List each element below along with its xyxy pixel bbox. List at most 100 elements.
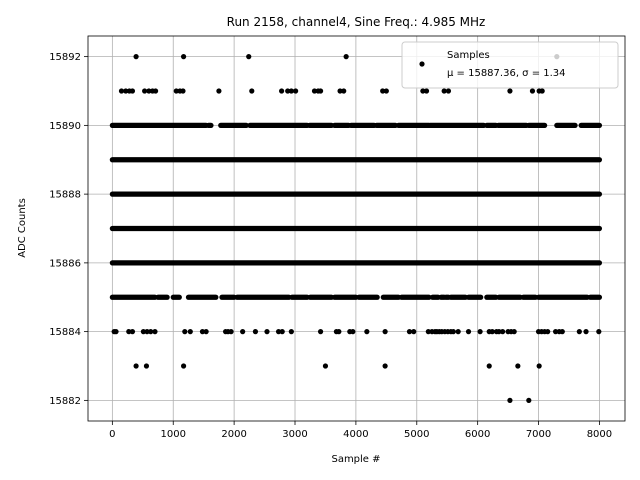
sample-point: [173, 88, 179, 94]
x-axis-label: Sample #: [331, 454, 380, 465]
chart-title: Run 2158, channel4, Sine Freq.: 4.985 MH…: [227, 15, 486, 29]
sample-point: [455, 329, 461, 335]
sample-point: [529, 88, 536, 94]
sample-point: [445, 88, 452, 94]
sample-point: [275, 329, 282, 335]
sample-point: [126, 329, 132, 335]
sample-point: [322, 363, 329, 369]
sample-point: [500, 329, 506, 335]
sample-point: [317, 88, 324, 94]
sample-point: [293, 88, 299, 94]
y-tick-label: 15882: [49, 396, 81, 407]
sample-point: [152, 88, 159, 94]
sample-point: [279, 329, 285, 335]
sample-point: [337, 88, 343, 94]
sample-point: [203, 329, 209, 335]
sample-point: [450, 329, 456, 335]
y-axis-ticks: 15882 15884 15886 15888 15890 15892: [49, 52, 88, 407]
sample-point: [441, 88, 447, 94]
legend-series-stats: μ = 15887.36, σ = 1.34: [447, 68, 566, 79]
sample-point: [152, 329, 158, 335]
sample-point: [515, 363, 521, 369]
sample-point: [285, 88, 291, 94]
x-tick-label: 7000: [526, 429, 551, 440]
sample-point: [146, 88, 152, 94]
sample-point: [526, 397, 532, 403]
legend: Samples μ = 15887.36, σ = 1.34: [401, 41, 619, 89]
legend-marker: [419, 61, 425, 67]
sample-point: [559, 329, 565, 335]
sample-point: [142, 88, 148, 94]
sample-point: [118, 88, 125, 94]
legend-box: [401, 41, 619, 89]
sample-point: [536, 363, 542, 369]
x-tick-label: 8000: [587, 429, 612, 440]
sample-point: [596, 329, 602, 335]
sample-point: [336, 329, 342, 335]
sample-point: [507, 88, 513, 94]
sample-point: [264, 329, 270, 335]
sample-point: [252, 329, 259, 335]
sample-point: [129, 329, 136, 335]
sample-point: [148, 329, 154, 335]
x-axis-ticks: 0 1000 2000 3000 4000 5000 6000 7000 8000: [109, 421, 612, 440]
sample-point: [425, 329, 431, 335]
sample-point: [228, 329, 234, 335]
sample-point: [382, 329, 388, 335]
sample-point: [420, 88, 426, 94]
sample-point: [182, 329, 188, 335]
sample-point: [180, 54, 187, 60]
sample-point: [129, 88, 136, 94]
sample-point: [140, 329, 147, 335]
sample-point: [144, 329, 150, 335]
sample-point: [317, 329, 324, 335]
x-tick-label: 5000: [404, 429, 429, 440]
sample-point: [249, 88, 255, 94]
sample-point: [311, 88, 318, 94]
sample-point: [465, 329, 472, 335]
sample-point: [288, 88, 294, 94]
sample-point: [382, 363, 388, 369]
y-tick-label: 15886: [49, 258, 81, 269]
y-tick-label: 15892: [49, 52, 81, 63]
sample-point: [411, 329, 417, 335]
sample-point: [406, 329, 413, 335]
sample-point: [350, 329, 356, 335]
sample-point: [511, 329, 517, 335]
sample-point: [539, 88, 545, 94]
sample-point: [343, 54, 349, 60]
legend-series-name: Samples: [447, 50, 490, 61]
y-tick-label: 15888: [49, 190, 81, 201]
sample-point: [216, 88, 222, 94]
sample-point: [507, 397, 513, 403]
sample-point: [288, 329, 294, 335]
sample-point: [180, 88, 186, 94]
sample-point: [383, 88, 389, 94]
y-axis-label: ADC Counts: [17, 198, 28, 258]
sample-point: [133, 54, 139, 60]
sample-point: [133, 363, 139, 369]
x-tick-label: 1000: [161, 429, 186, 440]
sample-point: [364, 329, 370, 335]
x-tick-label: 6000: [465, 429, 490, 440]
sample-point: [423, 88, 430, 94]
sample-points: [109, 54, 603, 403]
sample-point: [489, 329, 495, 335]
sample-point: [180, 363, 187, 369]
sample-point: [545, 329, 551, 335]
sample-point: [486, 363, 492, 369]
sample-point: [113, 329, 119, 335]
sample-point: [552, 329, 559, 335]
x-tick-label: 0: [109, 429, 115, 440]
sample-point: [477, 329, 483, 335]
sample-point: [496, 329, 502, 335]
sample-point: [187, 329, 193, 335]
sample-point: [576, 329, 582, 335]
x-tick-label: 2000: [221, 429, 246, 440]
sample-point: [246, 54, 252, 60]
y-tick-label: 15890: [49, 121, 81, 132]
y-tick-label: 15884: [49, 327, 81, 338]
plot-area-frame: [87, 35, 626, 422]
x-tick-label: 3000: [282, 429, 307, 440]
